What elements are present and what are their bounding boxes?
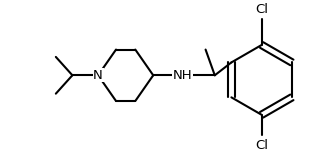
- Text: NH: NH: [173, 69, 192, 82]
- Text: Cl: Cl: [255, 139, 268, 152]
- Text: N: N: [93, 69, 103, 82]
- Text: Cl: Cl: [255, 3, 268, 16]
